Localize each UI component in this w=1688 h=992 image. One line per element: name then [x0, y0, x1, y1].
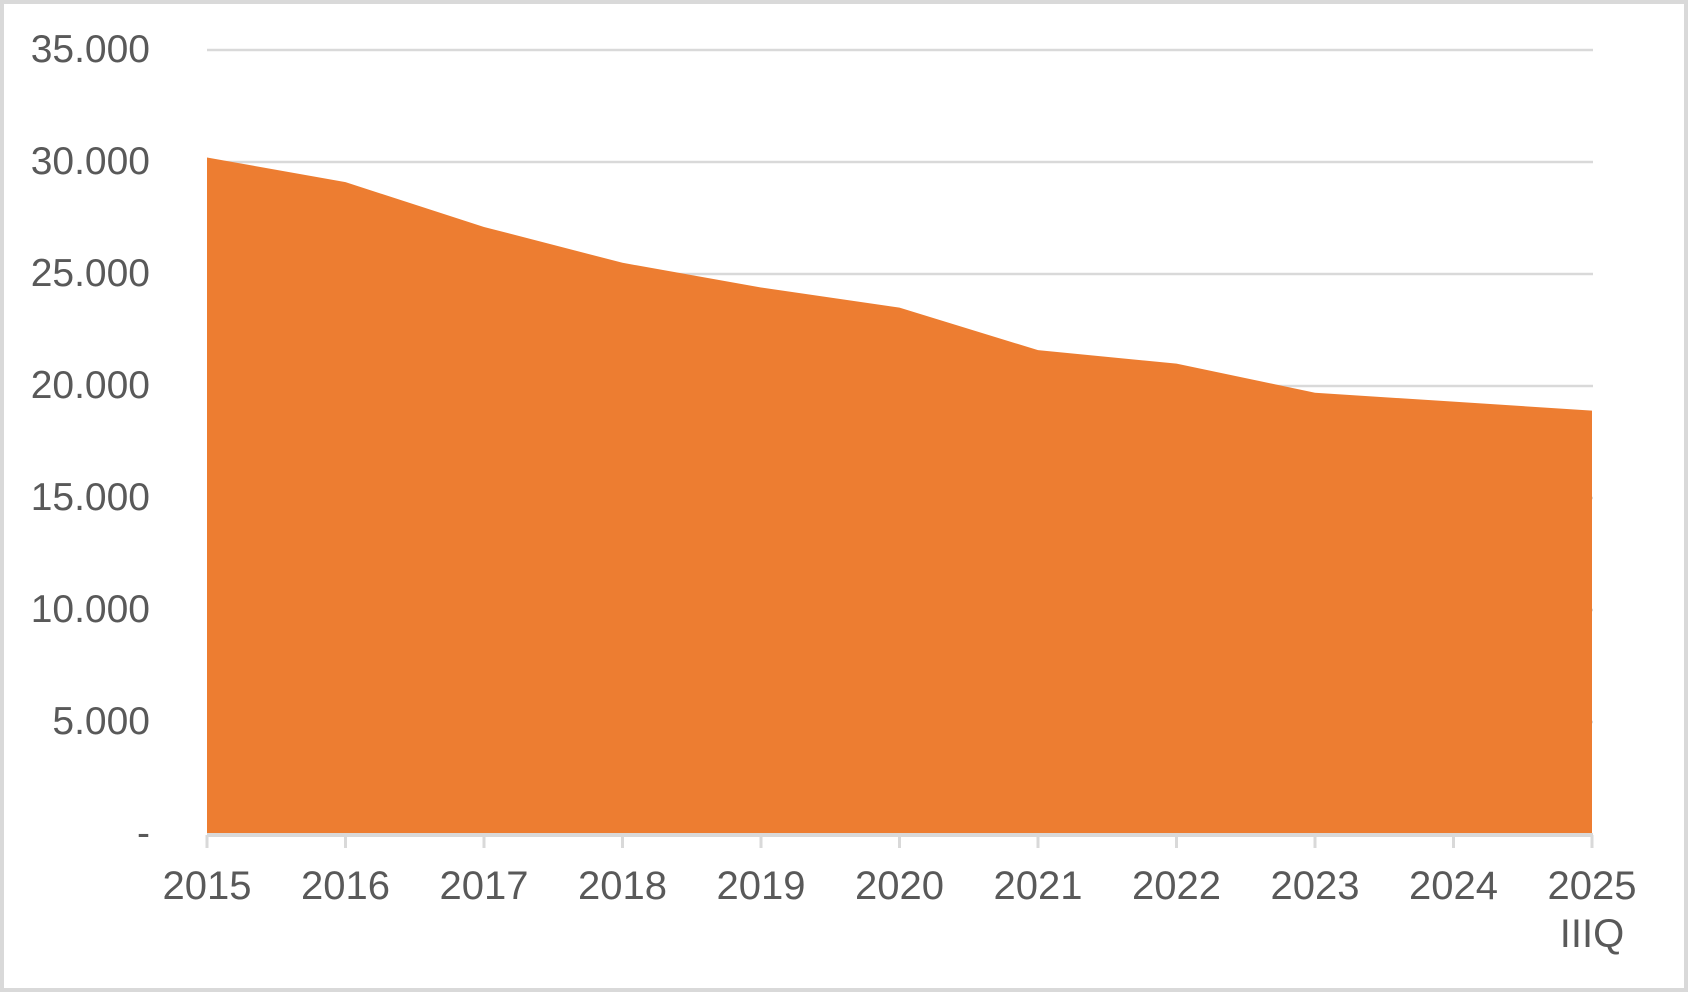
- y-axis-label: -: [137, 812, 150, 855]
- x-axis-label-year: 2023: [1270, 864, 1360, 908]
- x-axis-label: 2017: [394, 862, 574, 910]
- x-axis-label: 2019: [671, 862, 851, 910]
- x-axis-label-year: 2017: [439, 864, 529, 908]
- y-axis-label: 20.000: [30, 364, 150, 407]
- x-axis-label-year: 2016: [301, 864, 390, 908]
- x-axis-ticks: [205, 835, 1594, 848]
- x-axis-label: 2024: [1364, 862, 1544, 910]
- x-axis-label: 2023: [1225, 862, 1405, 910]
- x-axis-label: 2020: [810, 862, 990, 910]
- x-axis-label-year: 2024: [1409, 864, 1498, 908]
- x-axis-label-year: 2021: [993, 864, 1083, 908]
- y-axis-label: 5.000: [52, 700, 150, 743]
- x-axis-label: 2018: [533, 862, 713, 910]
- x-axis-label-year: 2015: [162, 864, 252, 908]
- y-axis-label: 30.000: [30, 140, 150, 183]
- x-axis-label-year: 2020: [855, 864, 944, 908]
- x-axis-label-year: 2018: [578, 864, 667, 908]
- area-series: [207, 157, 1592, 834]
- y-axis-label: 25.000: [30, 252, 150, 295]
- x-axis-label: 2016: [256, 862, 436, 910]
- x-axis-label-year: 2022: [1132, 864, 1221, 908]
- y-axis-label: 15.000: [30, 476, 150, 519]
- x-axis-label: 2022: [1087, 862, 1267, 910]
- y-axis-label: 10.000: [30, 588, 150, 631]
- x-axis-label: 2021: [948, 862, 1128, 910]
- y-axis-label: 35.000: [30, 28, 150, 71]
- x-axis-label-year: 2019: [716, 864, 806, 908]
- x-axis-label: 2015: [117, 862, 297, 910]
- x-axis-sublabel-quarter: IIIQ: [1559, 912, 1625, 956]
- x-axis-label: 2025 IIIQ: [1502, 862, 1682, 958]
- x-axis-label-year: 2025: [1547, 864, 1637, 908]
